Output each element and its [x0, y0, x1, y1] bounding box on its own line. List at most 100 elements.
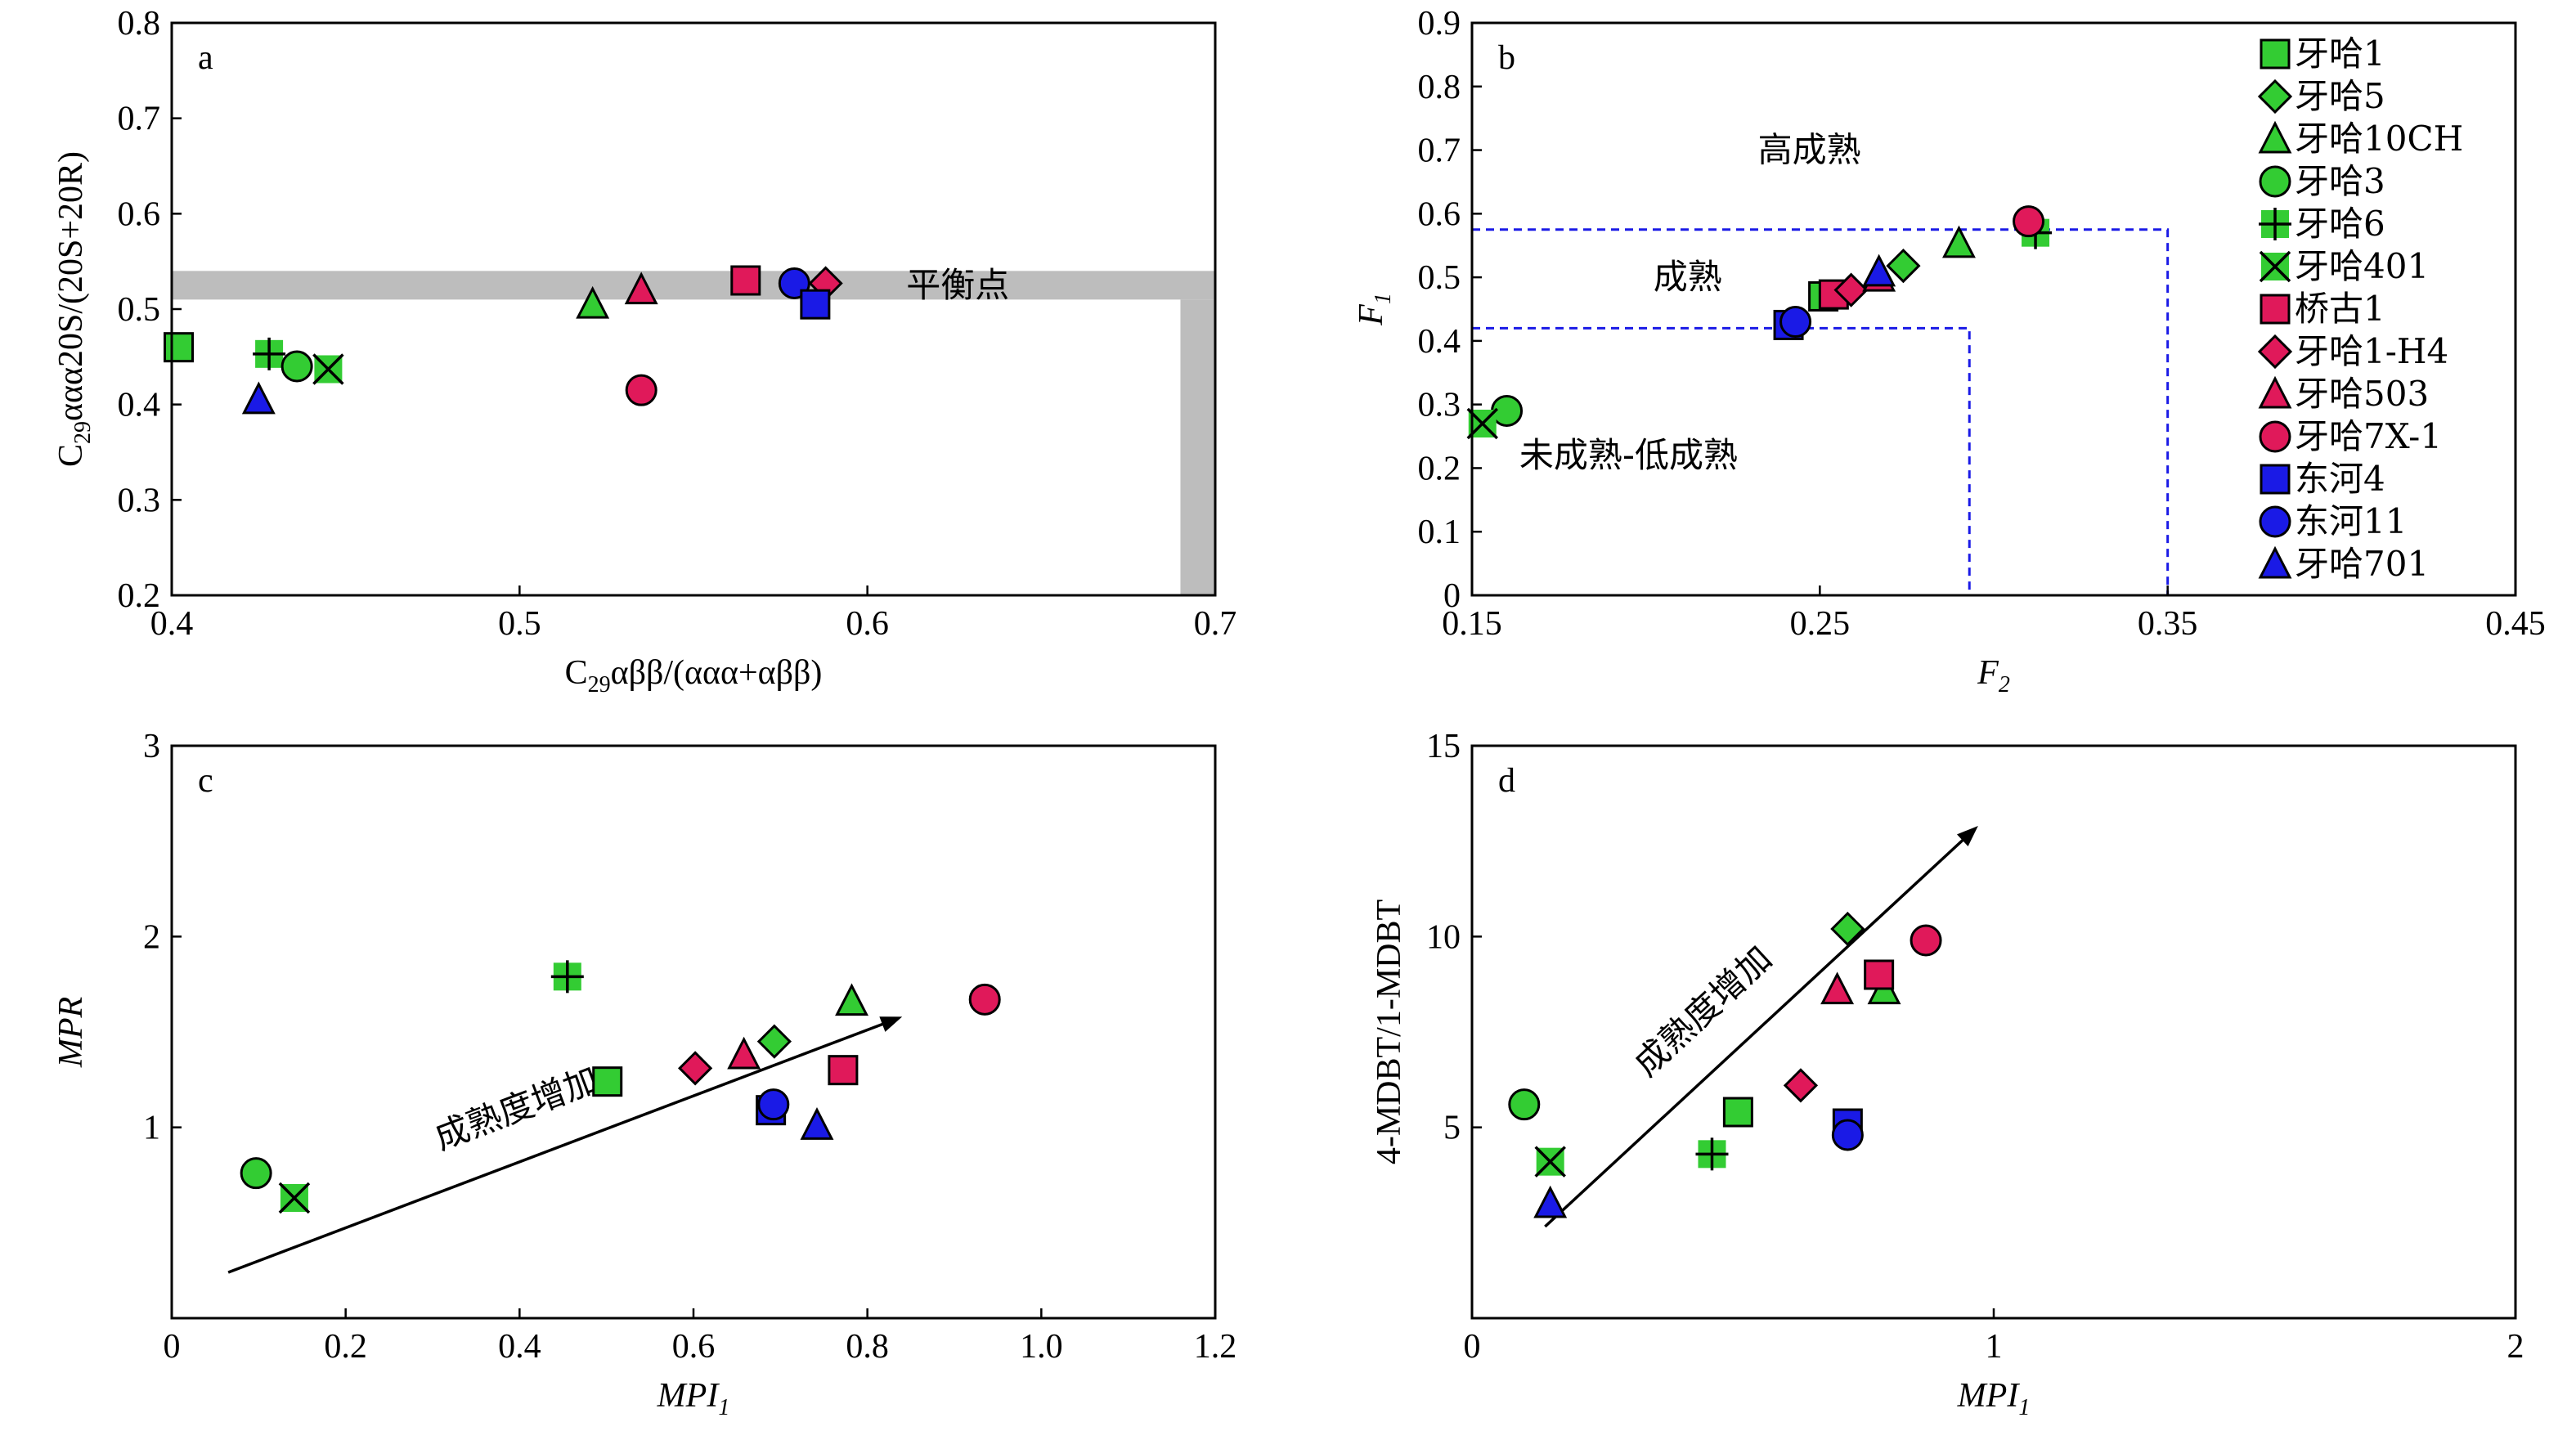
data-point	[1833, 272, 1869, 307]
y-tick-label: 10	[1426, 918, 1461, 956]
x-tick-label: 0.2	[324, 1328, 367, 1366]
x-tick-label: 1	[1986, 1328, 2003, 1366]
x-tick-label: 0.7	[1194, 605, 1237, 643]
legend-label: 东河11	[2295, 501, 2407, 541]
x-tick-label: 0.6	[672, 1328, 716, 1366]
legend-marker	[2258, 545, 2292, 579]
plot-frame	[1470, 21, 2517, 597]
y-tick-label: 15	[1426, 728, 1461, 765]
x-tick-label: 2	[2507, 1328, 2524, 1366]
data-point	[576, 285, 610, 319]
x-tick-label: 0.8	[846, 1328, 889, 1366]
data-point	[1779, 306, 1812, 339]
data-point	[241, 381, 276, 415]
legend-label: 东河4	[2295, 459, 2385, 499]
y-tick-label: 0.2	[118, 577, 161, 615]
panel-letter: c	[198, 762, 213, 800]
data-point	[835, 983, 868, 1016]
equilibrium-label: 平衡点	[906, 265, 1009, 305]
x-axis-label: MPI1	[1957, 1377, 2031, 1420]
panel-a: 平衡点 0.4 0.5 0.6 0.7 0.2 0.3 0.4 0.5 0.6 0.7 0.8 a C29…	[52, 5, 1236, 698]
data-point	[730, 265, 761, 296]
data-point	[550, 960, 584, 994]
x-axis-label: F2	[1977, 654, 2010, 698]
legend-marker	[2258, 375, 2292, 409]
data-point	[625, 374, 657, 406]
plot-frame	[1470, 744, 2517, 1320]
data-point	[1942, 225, 1976, 258]
legend-marker	[2257, 79, 2293, 114]
data-point	[1508, 1088, 1541, 1121]
legend-marker	[2260, 464, 2291, 495]
data-point	[312, 353, 344, 385]
y-tick-label: 2	[143, 918, 160, 956]
data-point	[1534, 1146, 1566, 1178]
x-axis-label: C29αββ/(ααα+αββ)	[565, 654, 823, 698]
data-point	[1862, 253, 1896, 287]
legend-label: 牙哈1	[2295, 34, 2385, 74]
maturity-arrow-head	[1956, 826, 1978, 846]
maturity-arrow	[227, 1021, 889, 1274]
legend-label: 牙哈10CH	[2295, 119, 2463, 159]
legend-marker	[2257, 334, 2293, 370]
data-point	[1533, 1185, 1568, 1218]
y-tick-label: 0.5	[1418, 259, 1461, 297]
y-tick-label: 0.8	[1418, 69, 1461, 106]
x-tick-label: 0	[1464, 1328, 1481, 1366]
legend-marker	[2259, 250, 2291, 283]
x-tick-label: 0.4	[150, 605, 194, 643]
zone-label: 未成熟-低成熟	[1519, 435, 1738, 475]
y-tick-label: 0.6	[1418, 195, 1461, 233]
maturity-arrow-label: 成熟度增加	[429, 1059, 604, 1157]
legend-marker	[2259, 505, 2291, 538]
y-tick-label: 0.4	[1418, 323, 1461, 361]
x-tick-label: 0.4	[498, 1328, 541, 1366]
legend-marker	[2258, 120, 2292, 154]
maturity-arrow-label: 成熟度增加	[1627, 938, 1779, 1084]
plot-frame	[170, 744, 1217, 1320]
zone-label: 高成熟	[1758, 130, 1861, 170]
y-tick-label: 0.3	[118, 482, 161, 519]
maturity-arrow-head	[879, 1016, 903, 1032]
legend-marker	[2259, 165, 2291, 198]
data-point	[1864, 959, 1895, 990]
panel-d: 成熟度增加 0 1 2 5 10 15 d MPI1 4-MDBT/1-MDBT	[1371, 728, 2524, 1420]
data-point	[1695, 1137, 1729, 1171]
equilibrium-band-vertical	[1180, 299, 1215, 595]
x-tick-label: 1.2	[1194, 1328, 1237, 1366]
maturity-zone-boundary	[1472, 228, 2170, 595]
data-point	[800, 1107, 834, 1140]
data-point	[240, 1157, 272, 1190]
y-tick-label: 0.7	[118, 101, 161, 138]
data-point	[968, 983, 1001, 1016]
y-tick-label: 0.5	[118, 291, 161, 329]
legend-label: 桥古1	[2295, 289, 2385, 329]
y-tick-label: 0.1	[1418, 514, 1461, 551]
plot-frame	[170, 21, 1217, 597]
y-tick-label: 0.6	[118, 195, 161, 233]
panel-letter: b	[1498, 39, 1515, 77]
y-tick-label: 1	[143, 1110, 160, 1147]
y-tick-label: 0.3	[1418, 387, 1461, 424]
legend-marker	[2259, 208, 2291, 240]
legend-marker	[2259, 420, 2291, 453]
data-point	[800, 289, 831, 320]
y-tick-label: 0	[1443, 577, 1461, 615]
legend-label: 牙哈5	[2295, 76, 2385, 116]
x-tick-label: 0.6	[846, 605, 889, 643]
data-point	[727, 1036, 761, 1070]
x-axis-label: MPI1	[657, 1377, 730, 1420]
x-tick-label: 0.35	[2138, 605, 2198, 643]
data-point	[278, 1182, 311, 1214]
y-axis-label: F1	[1353, 293, 1396, 326]
legend-label: 牙哈3	[2295, 161, 2385, 201]
x-tick-label: 0	[164, 1328, 181, 1366]
y-tick-label: 5	[1443, 1110, 1461, 1147]
x-tick-label: 1.0	[1020, 1328, 1063, 1366]
x-tick-label: 0.25	[1790, 605, 1851, 643]
legend-label: 牙哈401	[2295, 246, 2429, 286]
legend-marker	[2260, 38, 2291, 70]
data-point	[757, 1088, 790, 1121]
panel-letter: d	[1498, 762, 1515, 800]
panel-c: 成熟度增加 0 0.2 0.4 0.6 0.8 1.0 1.2 1 2 3 c MPI1 MPR	[52, 728, 1236, 1420]
